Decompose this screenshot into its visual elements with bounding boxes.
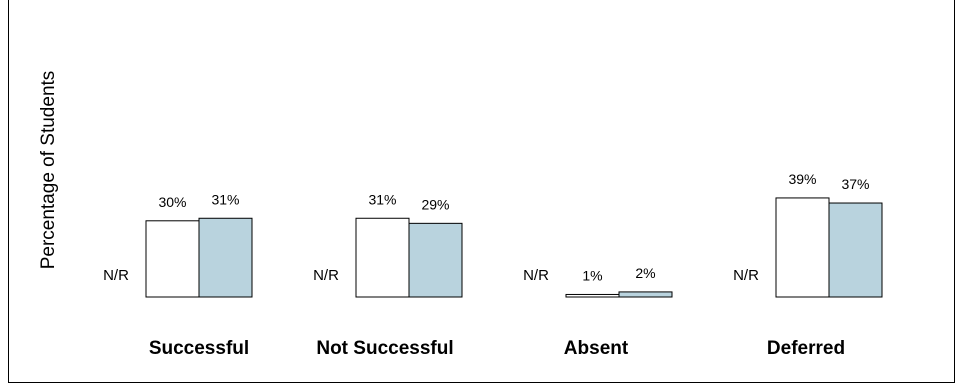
bar-absent-series-2 <box>618 291 673 298</box>
category-label-absent: Absent <box>564 338 629 359</box>
value-label-deferred-series-2: 37% <box>841 176 869 192</box>
bar-deferred-series-2 <box>828 202 883 298</box>
nr-label-deferred: N/R <box>733 267 759 284</box>
value-label-absent-series-2: 2% <box>635 265 655 281</box>
chart-frame <box>8 0 955 383</box>
y-axis-label: Percentage of Students <box>38 71 59 270</box>
category-label-deferred: Deferred <box>767 338 845 359</box>
category-label-not-successful: Not Successful <box>316 338 453 359</box>
value-label-deferred-series-1: 39% <box>788 171 816 187</box>
bar-successful-series-2 <box>198 217 253 298</box>
bars-group: N/R 30% 31% Successful N/R 31% 29% Not Successf… <box>103 171 883 359</box>
bar-absent-series-1 <box>565 293 620 298</box>
value-label-successful-series-2: 31% <box>211 191 239 207</box>
category-label-successful: Successful <box>149 338 249 359</box>
value-label-absent-series-1: 1% <box>582 267 602 283</box>
nr-label-not-successful: N/R <box>313 267 339 284</box>
nr-label-absent: N/R <box>523 267 549 284</box>
value-label-successful-series-1: 30% <box>158 194 186 210</box>
bar-deferred-series-1 <box>775 197 830 298</box>
value-label-not-successful-series-1: 31% <box>368 191 396 207</box>
bar-not-successful-series-1 <box>355 217 410 298</box>
bar-successful-series-1 <box>145 220 200 298</box>
nr-label-successful: N/R <box>103 267 129 284</box>
value-label-not-successful-series-2: 29% <box>421 196 449 212</box>
bar-not-successful-series-2 <box>408 222 463 298</box>
